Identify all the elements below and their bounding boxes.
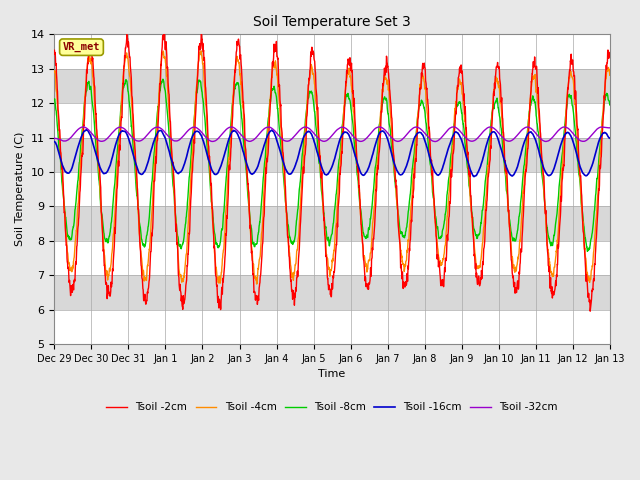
Tsoil -8cm — [606, 102, 614, 108]
Tsoil -2cm — [557, 200, 564, 206]
X-axis label: Time: Time — [319, 370, 346, 380]
Tsoil -4cm — [197, 48, 205, 54]
Tsoil -16cm — [348, 143, 356, 148]
Title: Soil Temperature Set 3: Soil Temperature Set 3 — [253, 15, 411, 29]
Tsoil -8cm — [494, 99, 502, 105]
Bar — [54, 206, 610, 241]
Bar — [54, 310, 610, 344]
Y-axis label: Soil Temperature (C): Soil Temperature (C) — [15, 132, 25, 246]
Bar — [54, 138, 610, 172]
Line: Tsoil -32cm: Tsoil -32cm — [54, 127, 610, 142]
Tsoil -2cm — [586, 308, 594, 314]
Tsoil -32cm — [606, 125, 614, 131]
Tsoil -4cm — [51, 70, 58, 75]
Tsoil -16cm — [83, 127, 90, 133]
Tsoil -2cm — [160, 31, 168, 37]
Tsoil -2cm — [360, 265, 368, 271]
Bar — [54, 103, 610, 138]
Tsoil -8cm — [51, 96, 58, 102]
Tsoil -4cm — [494, 78, 502, 84]
Tsoil -32cm — [573, 135, 580, 141]
Tsoil -2cm — [606, 49, 614, 55]
Tsoil -16cm — [494, 135, 502, 141]
Tsoil -16cm — [573, 151, 580, 156]
Tsoil -4cm — [557, 177, 565, 182]
Tsoil -2cm — [348, 68, 356, 73]
Tsoil -8cm — [557, 164, 564, 169]
Tsoil -4cm — [361, 254, 369, 260]
Line: Tsoil -8cm: Tsoil -8cm — [54, 79, 610, 252]
Tsoil -2cm — [494, 60, 502, 65]
Tsoil -4cm — [349, 90, 356, 96]
Tsoil -8cm — [584, 249, 591, 254]
Tsoil -32cm — [494, 129, 502, 135]
Tsoil -32cm — [51, 135, 58, 141]
Tsoil -16cm — [557, 141, 565, 146]
Tsoil -8cm — [572, 138, 580, 144]
Tsoil -2cm — [205, 154, 213, 159]
Legend: Tsoil -2cm, Tsoil -4cm, Tsoil -8cm, Tsoil -16cm, Tsoil -32cm: Tsoil -2cm, Tsoil -4cm, Tsoil -8cm, Tsoi… — [102, 398, 562, 417]
Tsoil -32cm — [449, 124, 457, 130]
Line: Tsoil -16cm: Tsoil -16cm — [54, 130, 610, 177]
Tsoil -8cm — [159, 76, 167, 82]
Tsoil -4cm — [606, 72, 614, 78]
Tsoil -32cm — [348, 132, 356, 138]
Bar — [54, 276, 610, 310]
Tsoil -4cm — [205, 162, 213, 168]
Tsoil -16cm — [205, 160, 213, 166]
Tsoil -16cm — [51, 139, 58, 144]
Bar — [54, 172, 610, 206]
Tsoil -8cm — [348, 117, 356, 122]
Line: Tsoil -2cm: Tsoil -2cm — [54, 34, 610, 311]
Tsoil -2cm — [572, 108, 580, 113]
Tsoil -32cm — [557, 125, 565, 131]
Tsoil -16cm — [606, 135, 614, 141]
Text: VR_met: VR_met — [63, 42, 100, 52]
Tsoil -16cm — [470, 174, 477, 180]
Tsoil -32cm — [431, 139, 439, 144]
Bar — [54, 241, 610, 276]
Tsoil -4cm — [253, 281, 260, 287]
Bar — [54, 69, 610, 103]
Tsoil -8cm — [205, 170, 213, 176]
Tsoil -32cm — [205, 137, 213, 143]
Bar — [54, 35, 610, 69]
Line: Tsoil -4cm: Tsoil -4cm — [54, 51, 610, 284]
Tsoil -2cm — [51, 48, 58, 53]
Tsoil -32cm — [360, 137, 368, 143]
Tsoil -8cm — [360, 234, 368, 240]
Tsoil -4cm — [573, 123, 580, 129]
Tsoil -16cm — [360, 172, 368, 178]
